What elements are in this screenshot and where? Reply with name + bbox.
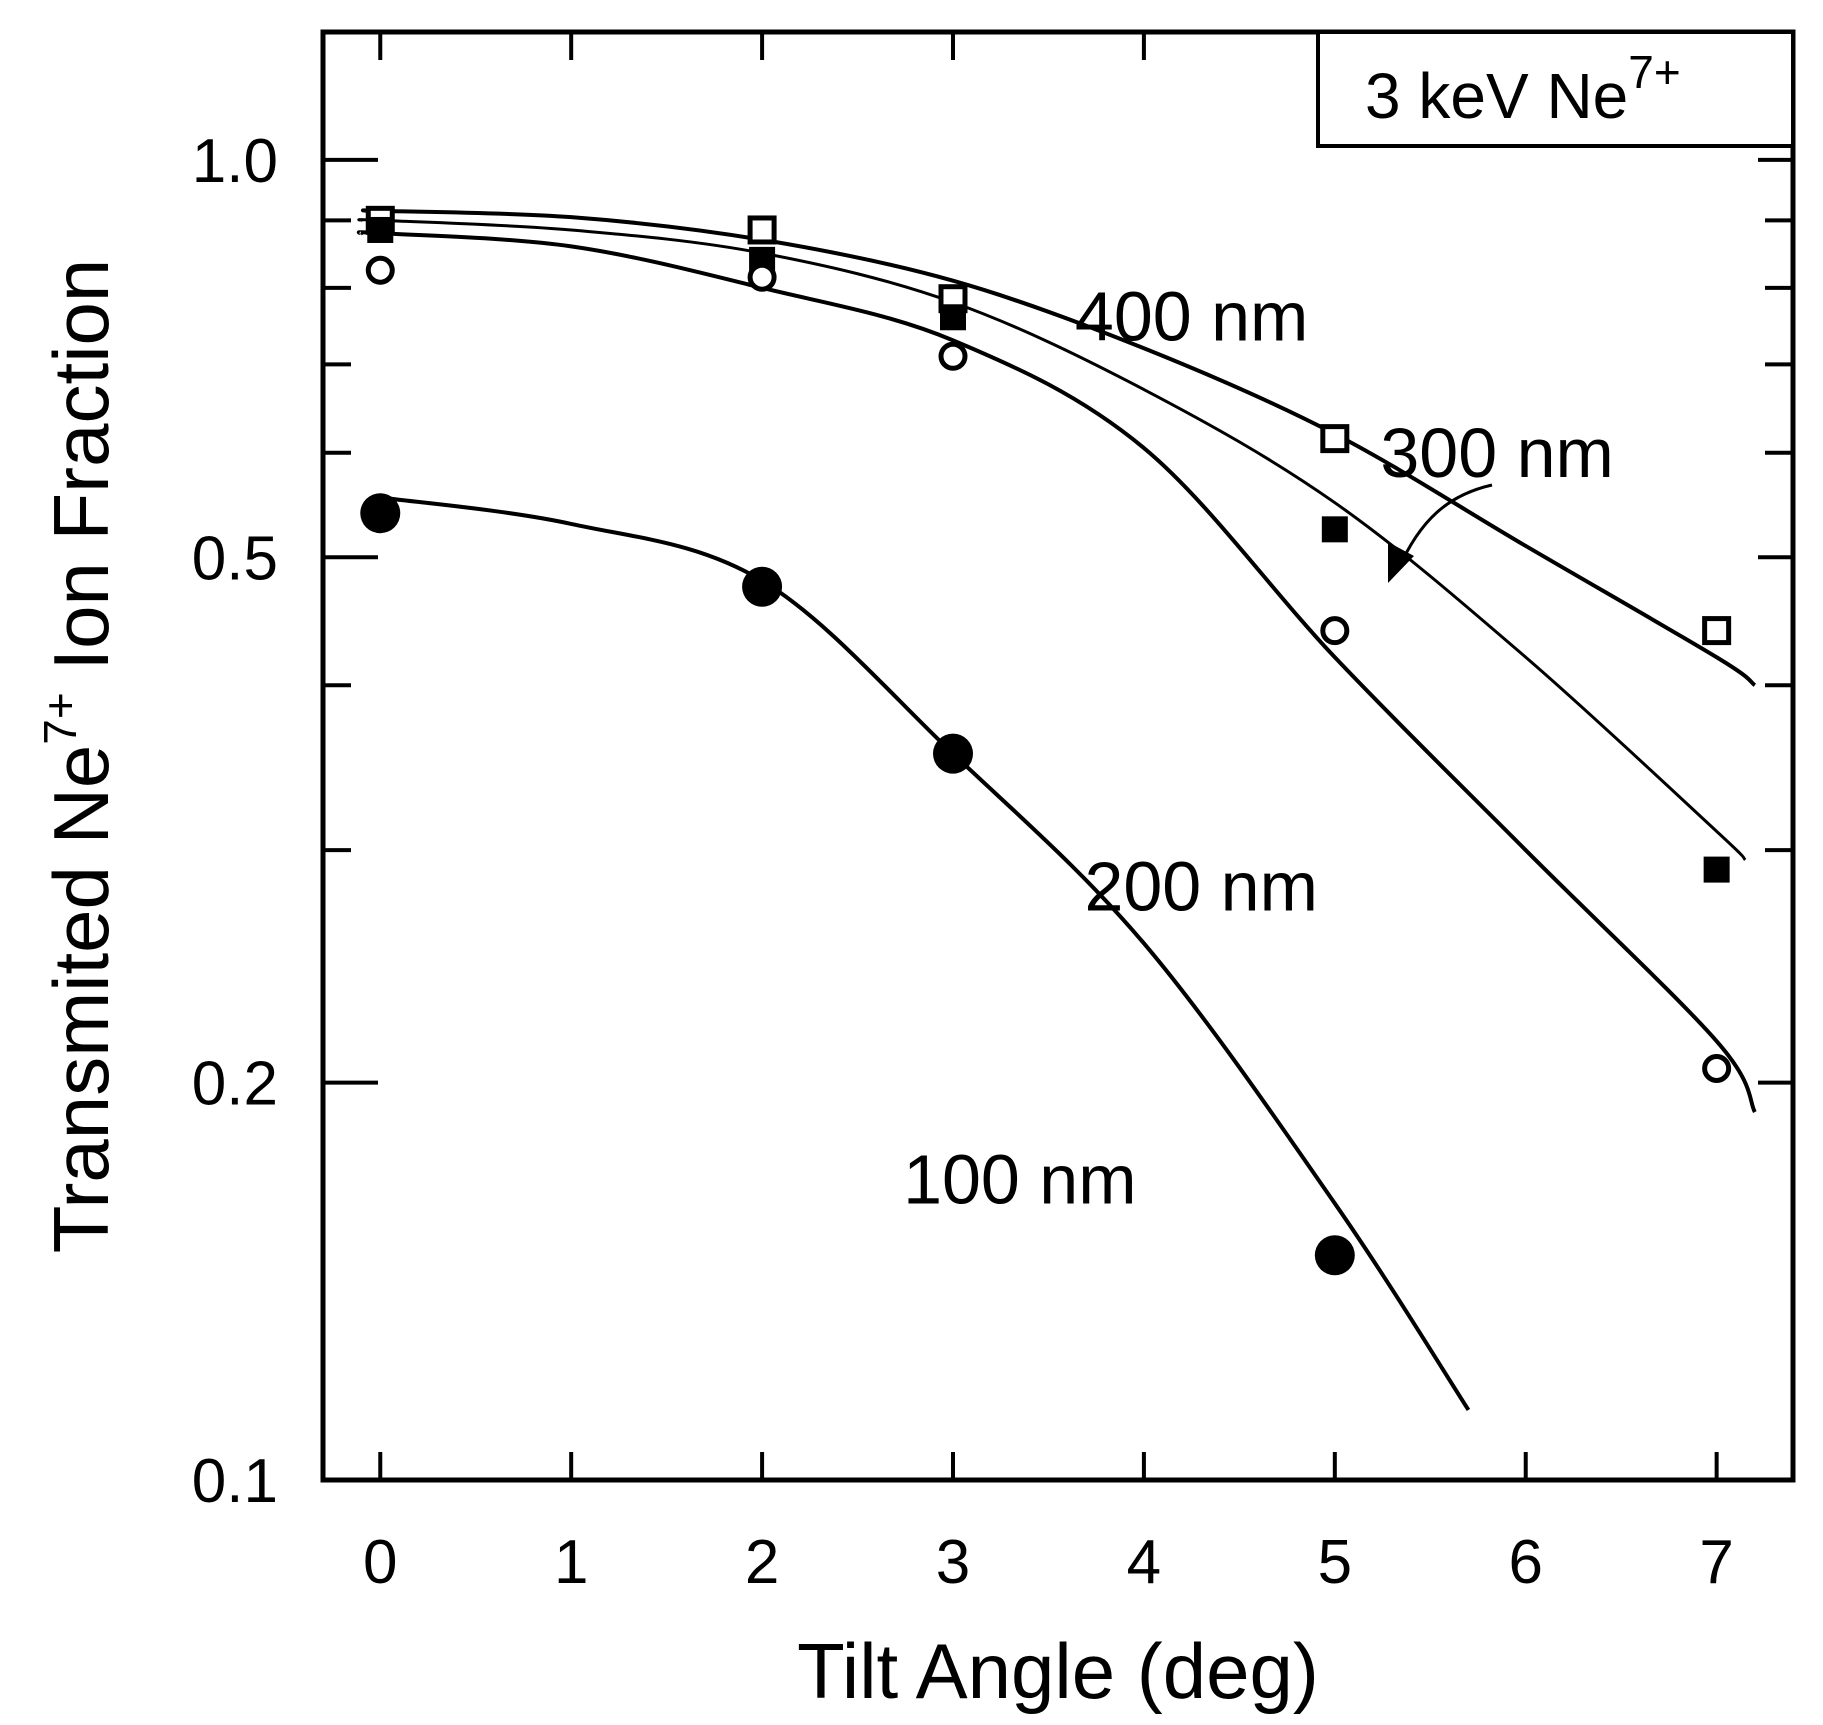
y-axis-label-pre: Transmited Ne: [37, 745, 125, 1254]
point-100-nm: [933, 733, 973, 774]
plot-frame: [320, 29, 1796, 1483]
point-100-nm: [742, 566, 783, 607]
x-tick-label: 3: [936, 1528, 970, 1597]
chart-title: 3 keV Ne7+: [1365, 46, 1681, 132]
point-200-nm: [1320, 616, 1350, 646]
point-200-nm: [1702, 1053, 1732, 1083]
y-axis-label-sup: 7+: [34, 692, 86, 744]
point-100-nm: [1314, 1235, 1355, 1276]
y-tick-label: 1.0: [192, 127, 278, 196]
x-tick-label: 4: [1127, 1528, 1161, 1597]
x-axis-label: Tilt Angle (deg): [797, 1627, 1319, 1715]
y-axis-label-post: Ion Fraction: [37, 259, 125, 693]
y-tick-label: 0.1: [192, 1447, 278, 1516]
curve-label-300-nm: 300 nm: [1380, 414, 1613, 492]
curve-labels: 400 nm 300 nm 200 nm 100 nm: [903, 277, 1614, 1218]
fit-curve-200-nm: [356, 230, 1757, 1113]
x-tick-label: 6: [1508, 1528, 1542, 1597]
fit-curve-100-nm: [379, 495, 1471, 1412]
chart-title-sup: 7+: [1628, 46, 1680, 98]
data-markers: [360, 205, 1732, 1276]
x-tick-label: 7: [1699, 1528, 1733, 1597]
x-tick-label: 1: [554, 1528, 588, 1597]
chart-title-main: 3 keV Ne: [1365, 60, 1628, 132]
point-400-nm: [1320, 424, 1350, 454]
curve-label-200-nm: 200 nm: [1084, 848, 1317, 926]
x-tick-label: 0: [363, 1528, 397, 1597]
point-200-nm: [938, 341, 968, 371]
point-300-nm: [367, 216, 394, 243]
fit-curves: [356, 208, 1757, 1412]
y-tick-label: 0.5: [192, 524, 278, 593]
point-300-nm: [940, 304, 966, 331]
curve-label-100-nm: 100 nm: [903, 1140, 1136, 1218]
x-tick-label: 5: [1318, 1528, 1352, 1597]
curve-label-400-nm: 400 nm: [1075, 277, 1308, 355]
point-100-nm: [360, 493, 401, 534]
tick-labels: 0 1 2 3 4 5 6 7 0.1 0.2 0.5 1.0: [192, 127, 1734, 1597]
y-tick-label: 0.2: [192, 1050, 278, 1119]
point-300-nm: [1321, 516, 1348, 543]
point-400-nm: [1702, 616, 1732, 646]
fit-curve-400-nm: [360, 208, 1757, 687]
point-200-nm: [365, 255, 395, 285]
legend-box: 3 keV Ne7+: [1316, 30, 1795, 148]
y-axis-label: Transmited Ne7+ Ion Fraction: [34, 259, 125, 1254]
fit-curve-300-nm: [357, 218, 1747, 861]
axis-ticks: [323, 32, 1793, 1482]
point-300-nm: [1703, 856, 1730, 883]
point-400-nm: [747, 215, 777, 245]
point-200-nm: [747, 262, 777, 292]
x-tick-label: 2: [745, 1528, 779, 1597]
annotation-arrowhead: [1388, 542, 1414, 583]
